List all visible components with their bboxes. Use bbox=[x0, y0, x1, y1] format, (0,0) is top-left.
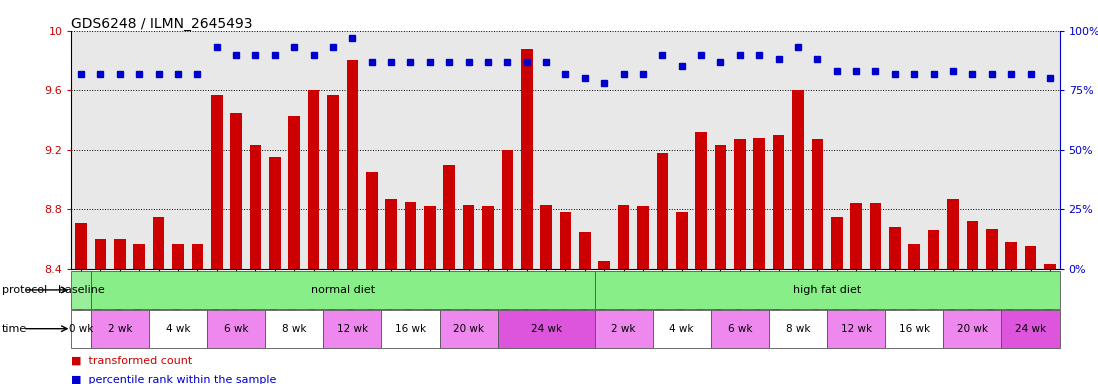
Text: 12 wk: 12 wk bbox=[337, 324, 368, 334]
Text: high fat diet: high fat diet bbox=[793, 285, 861, 295]
Bar bbox=[792, 90, 804, 269]
Bar bbox=[211, 95, 223, 269]
Text: 12 wk: 12 wk bbox=[841, 324, 872, 334]
Bar bbox=[618, 205, 629, 269]
Text: 16 wk: 16 wk bbox=[395, 324, 426, 334]
Bar bbox=[289, 116, 300, 269]
Text: 0 wk: 0 wk bbox=[69, 324, 93, 334]
Bar bbox=[497, 310, 594, 348]
Text: GDS6248 / ILMN_2645493: GDS6248 / ILMN_2645493 bbox=[71, 17, 253, 31]
Bar bbox=[1024, 247, 1037, 269]
Text: time: time bbox=[2, 324, 27, 334]
Text: 6 wk: 6 wk bbox=[728, 324, 752, 334]
Bar bbox=[366, 172, 378, 269]
Text: 2 wk: 2 wk bbox=[108, 324, 132, 334]
Bar bbox=[773, 135, 784, 269]
Bar bbox=[191, 243, 203, 269]
Text: 2 wk: 2 wk bbox=[612, 324, 636, 334]
Bar bbox=[695, 132, 707, 269]
Bar bbox=[208, 310, 265, 348]
Text: ■  transformed count: ■ transformed count bbox=[71, 356, 192, 366]
Bar bbox=[831, 217, 842, 269]
Bar bbox=[710, 310, 769, 348]
Bar bbox=[1006, 242, 1017, 269]
Bar bbox=[966, 221, 978, 269]
Bar bbox=[405, 202, 416, 269]
Bar bbox=[265, 310, 323, 348]
Bar bbox=[1001, 310, 1060, 348]
Text: 24 wk: 24 wk bbox=[530, 324, 562, 334]
Bar bbox=[928, 230, 940, 269]
Text: 4 wk: 4 wk bbox=[670, 324, 694, 334]
Bar bbox=[594, 271, 1060, 309]
Bar bbox=[149, 310, 208, 348]
Bar bbox=[908, 243, 920, 269]
Bar bbox=[520, 48, 533, 269]
Bar bbox=[307, 90, 320, 269]
Bar bbox=[540, 205, 552, 269]
Text: 8 wk: 8 wk bbox=[282, 324, 306, 334]
Bar bbox=[943, 310, 1001, 348]
Bar bbox=[91, 271, 594, 309]
Bar bbox=[715, 145, 726, 269]
Bar bbox=[323, 310, 381, 348]
Text: protocol: protocol bbox=[2, 285, 47, 295]
Bar bbox=[71, 310, 91, 348]
Bar bbox=[439, 310, 497, 348]
Bar bbox=[753, 138, 765, 269]
Bar bbox=[269, 157, 281, 269]
Bar bbox=[424, 206, 436, 269]
Bar bbox=[444, 165, 455, 269]
Bar bbox=[637, 206, 649, 269]
Text: normal diet: normal diet bbox=[311, 285, 374, 295]
Bar bbox=[462, 205, 474, 269]
Bar bbox=[769, 310, 827, 348]
Bar bbox=[381, 310, 439, 348]
Bar bbox=[76, 223, 87, 269]
Bar bbox=[579, 232, 591, 269]
Bar bbox=[827, 310, 885, 348]
Bar bbox=[114, 239, 125, 269]
Bar bbox=[231, 113, 242, 269]
Bar bbox=[652, 310, 710, 348]
Text: 8 wk: 8 wk bbox=[786, 324, 810, 334]
Bar bbox=[889, 227, 900, 269]
Bar bbox=[986, 228, 998, 269]
Bar bbox=[502, 150, 513, 269]
Bar bbox=[870, 204, 882, 269]
Text: 16 wk: 16 wk bbox=[898, 324, 930, 334]
Bar bbox=[94, 239, 107, 269]
Bar bbox=[347, 60, 358, 269]
Bar bbox=[594, 310, 652, 348]
Bar bbox=[735, 139, 746, 269]
Bar bbox=[676, 212, 687, 269]
Bar bbox=[172, 243, 183, 269]
Bar bbox=[811, 139, 824, 269]
Bar bbox=[560, 212, 571, 269]
Text: 20 wk: 20 wk bbox=[956, 324, 988, 334]
Text: baseline: baseline bbox=[58, 285, 104, 295]
Bar bbox=[1044, 264, 1055, 269]
Text: ■  percentile rank within the sample: ■ percentile rank within the sample bbox=[71, 375, 277, 384]
Bar bbox=[948, 199, 959, 269]
Bar bbox=[482, 206, 494, 269]
Bar bbox=[385, 199, 396, 269]
Bar bbox=[91, 310, 149, 348]
Bar bbox=[153, 217, 165, 269]
Text: 4 wk: 4 wk bbox=[166, 324, 190, 334]
Bar bbox=[71, 271, 91, 309]
Bar bbox=[657, 153, 669, 269]
Text: 20 wk: 20 wk bbox=[453, 324, 484, 334]
Bar bbox=[133, 243, 145, 269]
Bar bbox=[885, 310, 943, 348]
Text: 24 wk: 24 wk bbox=[1015, 324, 1046, 334]
Bar bbox=[598, 262, 610, 269]
Bar bbox=[249, 145, 261, 269]
Text: 6 wk: 6 wk bbox=[224, 324, 248, 334]
Bar bbox=[327, 95, 339, 269]
Bar bbox=[850, 204, 862, 269]
